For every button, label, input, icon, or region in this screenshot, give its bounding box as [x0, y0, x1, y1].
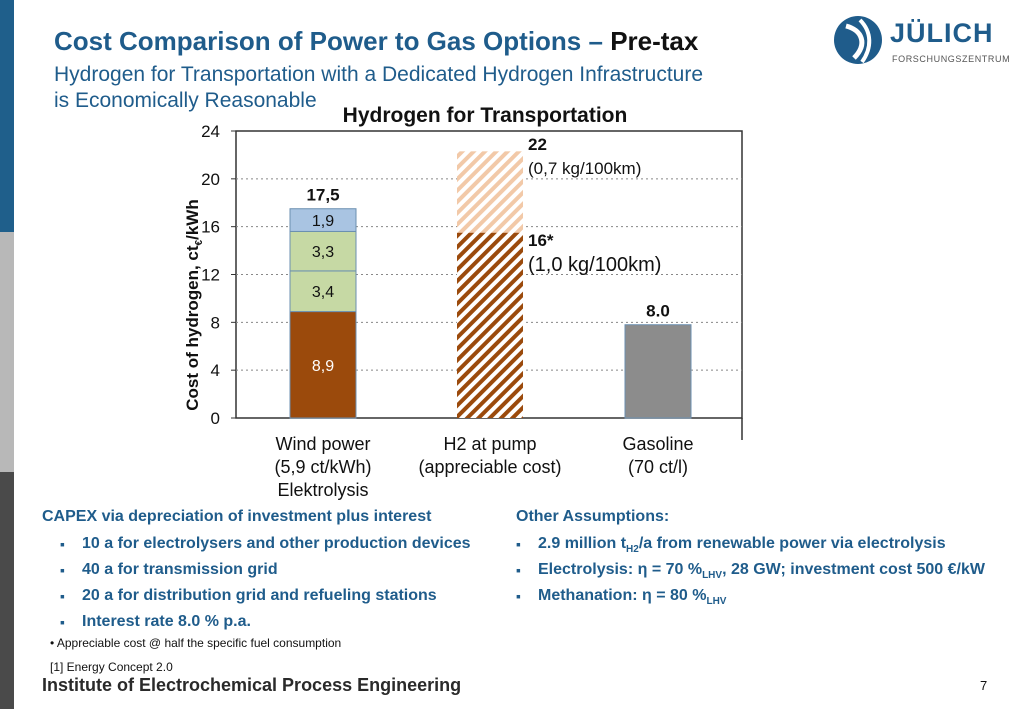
y-tick-label: 24	[201, 122, 220, 141]
title-main: Cost Comparison of Power to Gas Options …	[54, 26, 603, 56]
bar-segment	[624, 324, 692, 419]
segment-label: 3,3	[312, 244, 334, 261]
capex-heading: CAPEX via depreciation of investment plu…	[42, 508, 432, 525]
x-category-label: (appreciable cost)	[418, 457, 561, 477]
title-pretax: Pre-tax	[610, 26, 699, 56]
logo-subtitle: FORSCHUNGSZENTRUM	[892, 54, 1011, 64]
x-category-label: H2 at pump	[443, 434, 536, 454]
y-tick-label: 20	[201, 170, 220, 189]
bar-segment	[457, 232, 523, 418]
capex-list: CAPEX via depreciation of investment plu…	[42, 508, 471, 638]
bar-annotation-text: (0,7 kg/100km)	[528, 159, 641, 178]
y-tick-label: 12	[201, 266, 220, 285]
logo-wordmark: JÜLICH	[890, 18, 994, 48]
bar-total-label: 17,5	[306, 186, 339, 205]
subtitle-line2: is Economically Reasonable	[54, 89, 317, 112]
bar-segment	[289, 208, 357, 232]
y-tick-label: 8	[211, 313, 220, 332]
bar-segment	[289, 270, 357, 313]
bar-annotation-value: 16*	[528, 231, 554, 250]
capex-item: 10 a for electrolysers and other product…	[60, 534, 471, 560]
bar-annotation-text: (1,0 kg/100km)	[528, 254, 661, 276]
assumptions-heading: Other Assumptions:	[516, 508, 670, 525]
segment-label: 1,9	[312, 213, 334, 230]
slide-title: Cost Comparison of Power to Gas Options …	[54, 26, 698, 57]
x-category-label: (5,9 ct/kWh)	[274, 457, 371, 477]
assumption-item: Electrolysis: η = 70 %LHV, 28 GW; invest…	[516, 560, 985, 586]
assumptions-list: Other Assumptions: 2.9 million tH2/a fro…	[516, 508, 985, 612]
institute-name: Institute of Electrochemical Process Eng…	[42, 675, 462, 695]
side-accent-blue	[0, 0, 14, 232]
bar-annotation-value: 22	[528, 135, 547, 154]
reference: [1] Energy Concept 2.0	[50, 660, 173, 674]
x-category-label: Gasoline	[622, 434, 693, 454]
x-category-label: Wind power	[275, 434, 370, 454]
side-accent-gray	[0, 232, 14, 472]
side-accent-dark	[0, 472, 14, 709]
juelich-logo: JÜLICH FORSCHUNGSZENTRUM	[832, 14, 1010, 70]
capex-item: 20 a for distribution grid and refueling…	[60, 586, 471, 612]
y-tick-label: 4	[211, 361, 220, 380]
segment-label: 3,4	[312, 284, 334, 301]
bar-total-label: 8.0	[646, 302, 670, 321]
juelich-emblem-icon	[834, 16, 882, 64]
chart-title: Hydrogen for Transportation	[342, 104, 628, 127]
capex-item: Interest rate 8.0 % p.a.	[60, 612, 471, 638]
x-category-label: (70 ct/l)	[628, 457, 688, 477]
capex-item: 40 a for transmission grid	[60, 560, 471, 586]
y-tick-label: 0	[211, 409, 220, 428]
segment-label: 8,9	[312, 358, 334, 375]
footnote: • Appreciable cost @ half the specific f…	[50, 636, 342, 650]
bar-segment	[289, 311, 357, 419]
subtitle-line1: Hydrogen for Transportation with a Dedic…	[54, 63, 704, 86]
bar-segment	[457, 151, 523, 233]
assumption-item: 2.9 million tH2/a from renewable power v…	[516, 534, 985, 560]
page-number: 7	[980, 678, 988, 693]
slide-subtitle: Hydrogen for Transportation with a Dedic…	[54, 62, 814, 114]
y-tick-label: 16	[201, 218, 220, 237]
x-category-label: Elektrolysis	[277, 480, 368, 500]
assumption-item: Methanation: η = 80 %LHV	[516, 586, 985, 612]
